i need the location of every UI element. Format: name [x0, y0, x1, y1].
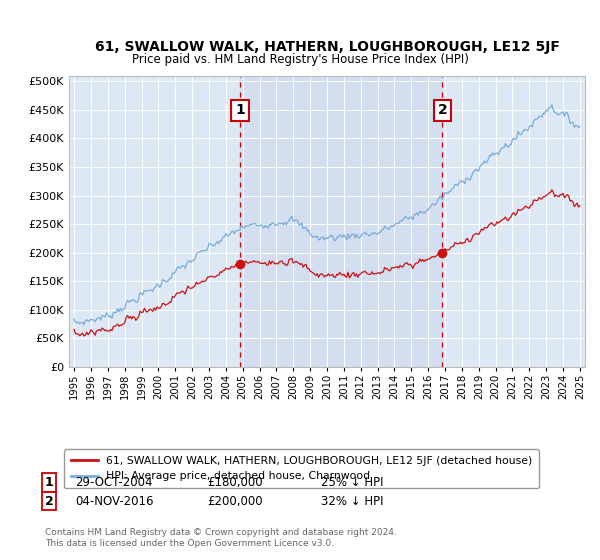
- Text: £200,000: £200,000: [207, 494, 263, 508]
- Text: 25% ↓ HPI: 25% ↓ HPI: [321, 476, 383, 489]
- Title: 61, SWALLOW WALK, HATHERN, LOUGHBOROUGH, LE12 5JF: 61, SWALLOW WALK, HATHERN, LOUGHBOROUGH,…: [95, 40, 559, 54]
- Text: 04-NOV-2016: 04-NOV-2016: [75, 494, 154, 508]
- Text: 1: 1: [45, 476, 53, 489]
- Text: 2: 2: [437, 104, 447, 118]
- Legend: 61, SWALLOW WALK, HATHERN, LOUGHBOROUGH, LE12 5JF (detached house), HPI: Average: 61, SWALLOW WALK, HATHERN, LOUGHBOROUGH,…: [64, 449, 539, 488]
- Text: 1: 1: [235, 104, 245, 118]
- Text: 29-OCT-2004: 29-OCT-2004: [75, 476, 152, 489]
- Text: 2: 2: [45, 494, 53, 508]
- Text: Contains HM Land Registry data © Crown copyright and database right 2024.
This d: Contains HM Land Registry data © Crown c…: [45, 528, 397, 548]
- Text: Price paid vs. HM Land Registry's House Price Index (HPI): Price paid vs. HM Land Registry's House …: [131, 53, 469, 66]
- Text: £180,000: £180,000: [207, 476, 263, 489]
- Bar: [240, 76, 442, 367]
- Text: 32% ↓ HPI: 32% ↓ HPI: [321, 494, 383, 508]
